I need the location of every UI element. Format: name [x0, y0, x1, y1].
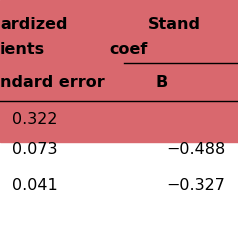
Text: B: B: [156, 74, 168, 90]
Bar: [0, 0, 238, 142]
Text: 0.322: 0.322: [12, 111, 57, 127]
Text: 0.073: 0.073: [12, 142, 57, 158]
Text: ardized: ardized: [0, 17, 68, 33]
Text: ients: ients: [0, 42, 45, 58]
Text: −0.327: −0.327: [167, 178, 225, 193]
Text: ndard error: ndard error: [0, 74, 105, 90]
Text: Stand: Stand: [148, 17, 201, 33]
Text: 0.041: 0.041: [12, 178, 58, 193]
Text: coef: coef: [109, 42, 148, 58]
Text: −0.488: −0.488: [167, 142, 226, 158]
